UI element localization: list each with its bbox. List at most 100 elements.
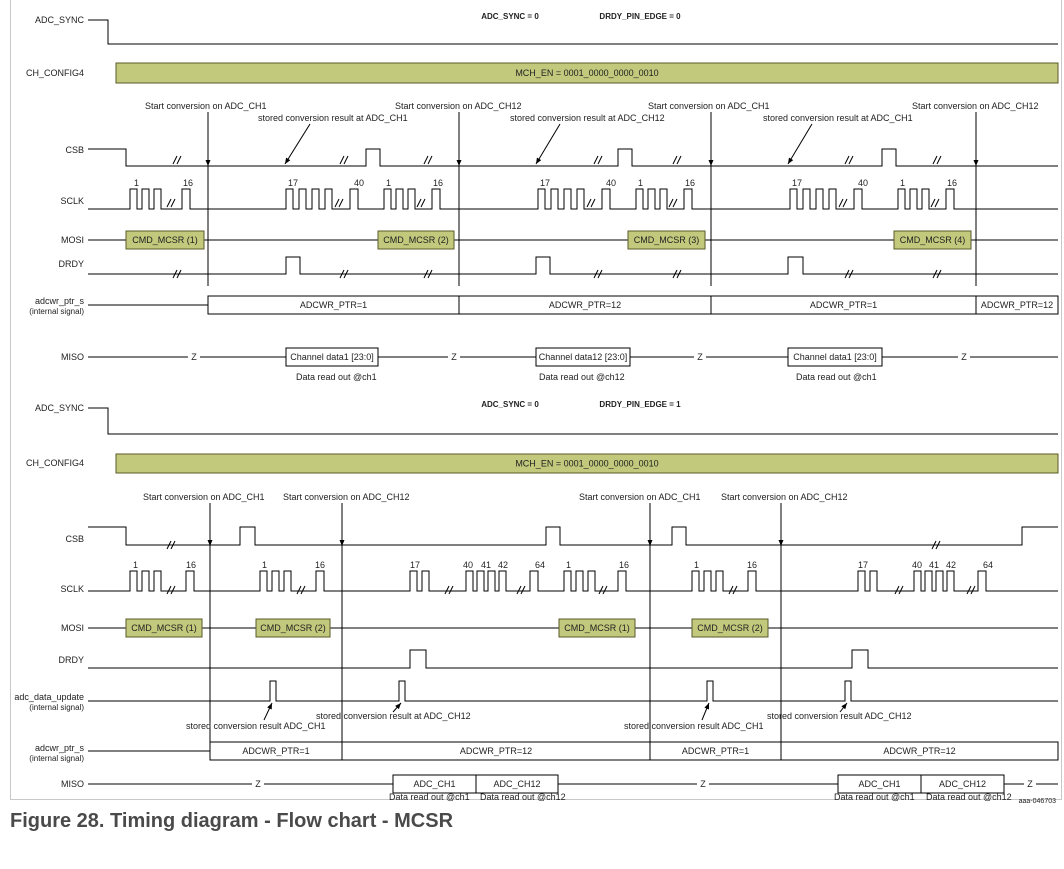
break-mark — [932, 155, 942, 165]
miso-data-2 — [535, 347, 631, 367]
mosi-cmd-3 — [627, 230, 706, 250]
break-mark — [172, 269, 182, 279]
mch-en-bar-2-label: MCH_EN = 0001_0000_0000_0010 — [515, 459, 658, 469]
break-mark — [598, 585, 608, 595]
signal-label-adcwr-ptr-sub: (internal signal) — [29, 307, 84, 316]
ptr-seg-b3-label: ADCWR_PTR=1 — [682, 746, 749, 756]
readout-note: Data read out @ch1 — [834, 792, 915, 802]
start-ch12-note: Start conversion on ADC_CH12 — [912, 101, 1039, 111]
break-mark — [932, 269, 942, 279]
break-mark — [423, 155, 433, 165]
arrow-head — [285, 157, 291, 164]
z-bg — [188, 351, 200, 362]
mosi-cmd-3-label: CMD_MCSR (3) — [634, 235, 700, 245]
z-bg — [694, 351, 706, 362]
annotation-arrow — [787, 123, 813, 165]
clk-num: 41 — [929, 560, 939, 570]
clk-num: 64 — [535, 560, 545, 570]
start-ch1-note: Start conversion on ADC_CH1 — [648, 101, 770, 111]
clk-num: 1 — [900, 178, 905, 188]
signal-label-adc-data-update: adc_data_update — [14, 692, 84, 702]
signal-label-sclk: SCLK — [60, 196, 84, 206]
miso-z: Z — [255, 779, 261, 789]
mosi-cmd-b3-label: CMD_MCSR (1) — [564, 623, 630, 633]
clk-num: 17 — [792, 178, 802, 188]
arrow-head — [536, 157, 542, 164]
miso-z: Z — [697, 352, 703, 362]
break-mark — [296, 585, 306, 595]
clk-num: 1 — [694, 560, 699, 570]
miso-b-2-label: ADC_CH12 — [493, 779, 540, 789]
mosi-cmd-b4 — [691, 618, 769, 638]
signal-label-ch-config4-2: CH_CONFIG4 — [26, 458, 84, 468]
681 — [88, 680, 1058, 702]
clk-num: 40 — [463, 560, 473, 570]
mosi-cmd-1-label: CMD_MCSR (1) — [132, 235, 198, 245]
mosi-cmd-1 — [125, 230, 205, 250]
stored-ch1-note: stored conversion result at ADC_CH1 — [258, 113, 408, 123]
drdy-wave-2 — [88, 649, 1058, 669]
signal-label-csb: CSB — [65, 145, 84, 155]
adc-sync-wave — [88, 19, 1058, 45]
mosi-cmd-b2 — [255, 618, 331, 638]
mosi-cmd-b3 — [558, 618, 636, 638]
start-ch12-note: Start conversion on ADC_CH12 — [395, 101, 522, 111]
drdy-wave — [88, 256, 1058, 275]
signal-label-csb-2: CSB — [65, 534, 84, 544]
stored-ch1-note: stored conversion result ADC_CH1 — [186, 721, 326, 731]
miso-z: Z — [1027, 779, 1033, 789]
start-ch1-note: Start conversion on ADC_CH1 — [143, 492, 265, 502]
clk-num: 16 — [619, 560, 629, 570]
mosi-cmd-b1 — [125, 618, 203, 638]
miso-data-1 — [285, 347, 379, 367]
arrow-head — [704, 703, 710, 710]
csb-wave-2 — [88, 526, 1058, 546]
mch-en-bar — [115, 62, 1059, 84]
adc-sync-wave-2 — [88, 407, 1058, 435]
break-mark — [668, 198, 678, 208]
clk-num: 16 — [685, 178, 695, 188]
mch-en-bar-label: MCH_EN = 0001_0000_0000_0010 — [515, 68, 658, 78]
signal-label-drdy: DRDY — [58, 259, 84, 269]
break-mark — [339, 269, 349, 279]
ptr-seg-4 — [975, 295, 1059, 315]
clk-num: 42 — [946, 560, 956, 570]
break-mark — [838, 198, 848, 208]
start-ch12-note: Start conversion on ADC_CH12 — [721, 492, 848, 502]
clk-num: 1 — [262, 560, 267, 570]
clk-num: 1 — [133, 560, 138, 570]
arrow-head — [708, 160, 714, 166]
mosi-cmd-b1-label: CMD_MCSR (1) — [131, 623, 197, 633]
arrow-head — [788, 157, 794, 164]
signal-label-drdy-2: DRDY — [58, 655, 84, 665]
header-adc-sync-2: ADC_SYNC = 0 — [481, 400, 539, 409]
arrow-head — [778, 540, 784, 546]
break-mark — [593, 269, 603, 279]
z-bg — [1024, 778, 1036, 789]
clk-num: 1 — [134, 178, 139, 188]
arrow-head — [456, 160, 462, 166]
ptr-seg-b4-label: ADCWR_PTR=12 — [883, 746, 955, 756]
stored-ch1-note: stored conversion result at ADC_CH1 — [763, 113, 913, 123]
clk-num: 16 — [947, 178, 957, 188]
break-mark — [930, 198, 940, 208]
signal-label-miso-2: MISO — [61, 779, 84, 789]
stored-ch1-note: stored conversion result ADC_CH1 — [624, 721, 764, 731]
ptr-seg-b2-label: ADCWR_PTR=12 — [460, 746, 532, 756]
arrow-head — [841, 703, 847, 710]
clk-num: 40 — [354, 178, 364, 188]
miso-b-4-label: ADC_CH12 — [939, 779, 986, 789]
stored-ch12-note: stored conversion result at ADC_CH12 — [316, 711, 471, 721]
mch-en-bar-2 — [115, 453, 1059, 474]
start-ch1-note: Start conversion on ADC_CH1 — [145, 101, 267, 111]
mosi-cmd-4 — [893, 230, 972, 250]
break-mark — [444, 585, 454, 595]
mosi-cmd-4-label: CMD_MCSR (4) — [900, 235, 966, 245]
readout-note: Data read out @ch12 — [539, 372, 625, 382]
clk-num: 40 — [912, 560, 922, 570]
clk-num: 16 — [183, 178, 193, 188]
figure-id: aaa-046703 — [1019, 798, 1056, 805]
ptr-seg-3-label: ADCWR_PTR=1 — [810, 300, 877, 310]
clk-num: 1 — [638, 178, 643, 188]
clk-num: 16 — [747, 560, 757, 570]
